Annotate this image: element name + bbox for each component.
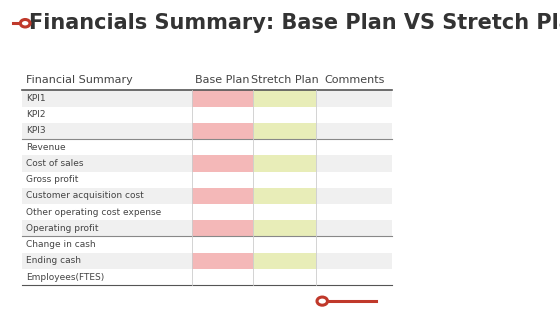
Bar (192, 155, 253, 172)
Text: Stretch Plan: Stretch Plan (251, 75, 319, 85)
Text: Employees(FTES): Employees(FTES) (26, 272, 105, 282)
Text: Financials Summary: Base Plan VS Stretch Plan: Financials Summary: Base Plan VS Stretch… (29, 13, 560, 33)
Bar (192, 90, 253, 106)
Bar (253, 155, 316, 172)
Bar (21, 172, 393, 188)
Circle shape (317, 297, 328, 305)
Bar (21, 253, 192, 269)
Bar (21, 155, 192, 172)
Bar (316, 253, 393, 269)
Text: Gross profit: Gross profit (26, 175, 79, 184)
Text: Cost of sales: Cost of sales (26, 159, 84, 168)
Text: Ending cash: Ending cash (26, 256, 81, 265)
Bar (21, 220, 192, 237)
Circle shape (20, 20, 30, 27)
Text: Customer acquisition cost: Customer acquisition cost (26, 192, 144, 200)
Text: Financial Summary: Financial Summary (26, 75, 133, 85)
Bar (316, 155, 393, 172)
Bar (253, 220, 316, 237)
Text: Operating profit: Operating profit (26, 224, 99, 233)
Bar (21, 123, 192, 139)
Bar (316, 123, 393, 139)
Bar (21, 188, 192, 204)
Bar (21, 139, 393, 155)
Bar (21, 269, 393, 285)
Bar (21, 106, 393, 123)
Bar (253, 123, 316, 139)
Text: Comments: Comments (324, 75, 385, 85)
Bar (192, 253, 253, 269)
Bar (316, 188, 393, 204)
Text: KPI3: KPI3 (26, 126, 46, 135)
Bar (316, 90, 393, 106)
Bar (253, 253, 316, 269)
Bar (192, 220, 253, 237)
Text: Base Plan: Base Plan (195, 75, 250, 85)
Bar (21, 90, 192, 106)
Bar (253, 188, 316, 204)
Bar (253, 90, 316, 106)
Bar (316, 220, 393, 237)
Text: Revenue: Revenue (26, 143, 66, 152)
Text: Other operating cost expense: Other operating cost expense (26, 208, 162, 217)
Text: KPI1: KPI1 (26, 94, 46, 103)
Text: Change in cash: Change in cash (26, 240, 96, 249)
Bar (21, 237, 393, 253)
Bar (192, 123, 253, 139)
Text: KPI2: KPI2 (26, 110, 46, 119)
Bar (21, 204, 393, 220)
Bar (192, 188, 253, 204)
